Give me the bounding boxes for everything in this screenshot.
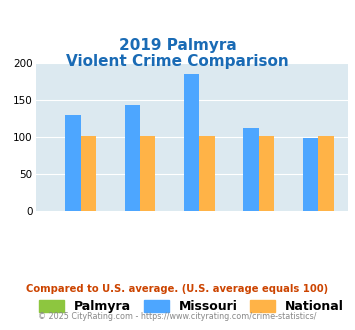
Bar — [244, 128, 259, 211]
Legend: Palmyra, Missouri, National: Palmyra, Missouri, National — [34, 295, 349, 318]
Text: Violent Crime Comparison: Violent Crime Comparison — [66, 54, 289, 69]
Bar — [259, 136, 274, 211]
Bar — [184, 74, 200, 211]
Bar — [140, 136, 155, 211]
Bar — [200, 136, 215, 211]
Text: © 2025 CityRating.com - https://www.cityrating.com/crime-statistics/: © 2025 CityRating.com - https://www.city… — [38, 313, 317, 321]
Text: 2019 Palmyra: 2019 Palmyra — [119, 38, 236, 53]
Bar — [318, 136, 334, 211]
Bar — [303, 138, 318, 211]
Bar — [65, 115, 81, 211]
Text: Compared to U.S. average. (U.S. average equals 100): Compared to U.S. average. (U.S. average … — [26, 284, 329, 294]
Bar — [81, 136, 96, 211]
Bar — [125, 105, 140, 211]
